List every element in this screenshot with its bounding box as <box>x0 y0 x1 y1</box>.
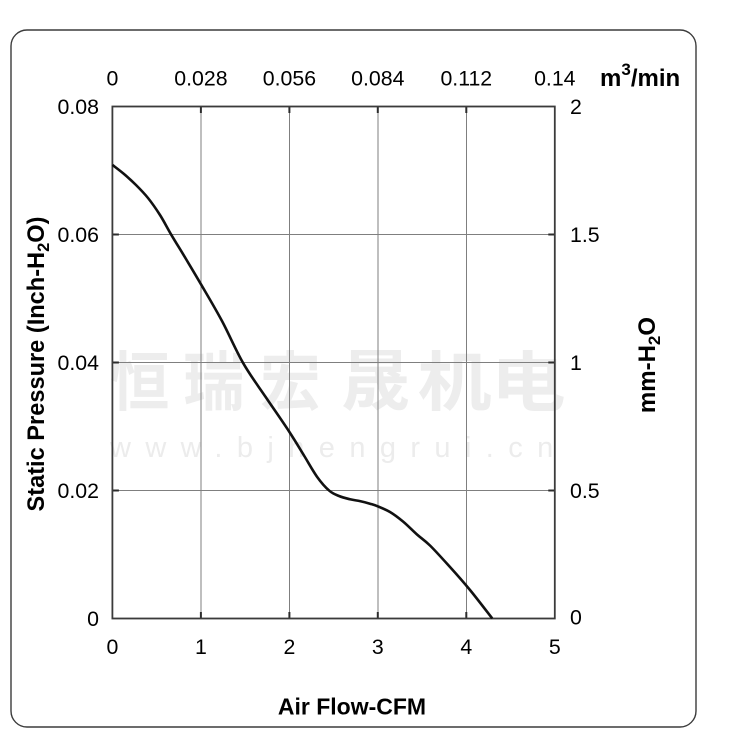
svg-text:0.06: 0.06 <box>58 223 99 247</box>
svg-text:0.08: 0.08 <box>58 95 99 119</box>
svg-text:0.084: 0.084 <box>351 67 404 91</box>
svg-text:4: 4 <box>460 635 472 659</box>
svg-text:0.02: 0.02 <box>58 479 99 503</box>
svg-text:mm-H2O: mm-H2O <box>634 317 664 413</box>
svg-text:0.028: 0.028 <box>174 67 227 91</box>
svg-text:0: 0 <box>106 67 118 91</box>
svg-text:www.bjhengrui.cn: www.bjhengrui.cn <box>109 432 568 464</box>
svg-text:Static Pressure (Inch-H2O): Static Pressure (Inch-H2O) <box>24 216 53 511</box>
svg-text:2: 2 <box>283 635 295 659</box>
svg-text:0.056: 0.056 <box>263 67 316 91</box>
svg-text:0: 0 <box>87 607 99 631</box>
svg-text:0: 0 <box>106 635 118 659</box>
svg-text:1: 1 <box>570 351 582 375</box>
svg-text:0.14: 0.14 <box>534 67 576 91</box>
svg-text:m3/min: m3/min <box>600 60 680 92</box>
svg-text:0.5: 0.5 <box>570 479 600 503</box>
svg-text:1: 1 <box>195 635 207 659</box>
svg-text:0: 0 <box>570 605 582 629</box>
svg-text:Air Flow-CFM: Air Flow-CFM <box>278 694 426 720</box>
svg-text:3: 3 <box>372 635 384 659</box>
svg-text:2: 2 <box>570 95 582 119</box>
svg-text:1.5: 1.5 <box>570 223 600 247</box>
svg-text:5: 5 <box>549 635 561 659</box>
svg-text:0.04: 0.04 <box>58 351 100 375</box>
svg-text:0.112: 0.112 <box>440 67 492 91</box>
